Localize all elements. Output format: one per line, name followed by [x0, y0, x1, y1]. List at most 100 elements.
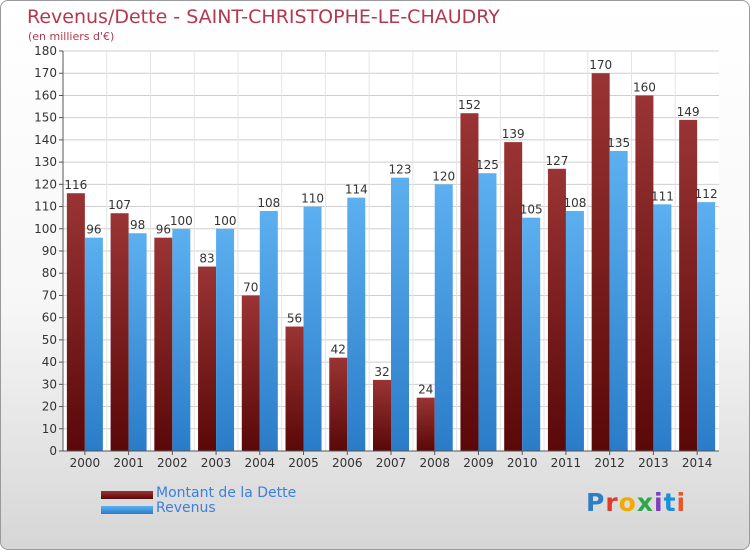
- bar-debt-2014: [679, 119, 698, 451]
- x-tick-label-2006: 2006: [332, 456, 363, 470]
- bar-debt-2009: [460, 113, 479, 451]
- x-tick-label-2013: 2013: [638, 456, 669, 470]
- data-label-revenus-2013: 111: [651, 189, 674, 203]
- bar-debt-2013: [635, 95, 654, 451]
- y-tick-label: 120: [34, 177, 57, 191]
- y-tick-label: 180: [34, 44, 57, 58]
- y-tick-label: 110: [34, 200, 57, 214]
- bar-debt-2001: [110, 213, 129, 451]
- bar-revenus-2002: [172, 228, 191, 451]
- bar-revenus-2014: [697, 202, 716, 451]
- bar-revenus-2001: [128, 233, 147, 451]
- y-tick-label: 130: [34, 155, 57, 169]
- data-label-debt-2000: 116: [64, 178, 87, 192]
- data-label-debt-2003: 83: [199, 252, 214, 266]
- data-label-debt-2012: 170: [589, 58, 612, 72]
- y-tick-label: 80: [42, 266, 57, 280]
- chart-title: Revenus/Dette - SAINT-CHRISTOPHE-LE-CHAU…: [27, 6, 500, 28]
- y-tick-label: 30: [42, 377, 57, 391]
- bar-debt-2005: [285, 326, 304, 451]
- x-tick-label-2012: 2012: [594, 456, 625, 470]
- data-label-debt-2009: 152: [458, 98, 481, 112]
- data-label-revenus-2012: 135: [607, 136, 630, 150]
- bar-revenus-2004: [259, 211, 278, 451]
- data-label-revenus-2003: 100: [214, 214, 237, 228]
- logo-letter: i: [676, 488, 687, 517]
- logo-letter: P: [586, 488, 606, 517]
- data-label-revenus-2007: 123: [389, 163, 412, 177]
- data-label-revenus-2000: 96: [86, 223, 101, 237]
- bar-debt-2003: [198, 266, 217, 451]
- bar-revenus-2010: [522, 217, 541, 451]
- x-tick-label-2001: 2001: [113, 456, 144, 470]
- proxiti-logo: Proxiti: [586, 488, 686, 517]
- logo-letter: i: [654, 488, 664, 517]
- data-label-debt-2006: 42: [331, 343, 346, 357]
- y-tick-label: 0: [49, 444, 57, 458]
- logo-letter: t: [663, 488, 677, 517]
- x-tick-label-2004: 2004: [245, 456, 276, 470]
- axis-layer: 0 10 20 30 40 50 60 70 80 90 100 110 120 130 140 150 160…: [34, 44, 719, 470]
- bar-debt-2000: [66, 193, 85, 451]
- x-tick-label-2009: 2009: [463, 456, 494, 470]
- data-label-debt-2005: 56: [287, 312, 302, 326]
- x-tick-label-2011: 2011: [551, 456, 582, 470]
- y-tick-label: 170: [34, 66, 57, 80]
- data-label-debt-2008: 24: [418, 383, 433, 397]
- data-label-debt-2002: 96: [156, 223, 171, 237]
- logo-letter: x: [636, 488, 654, 517]
- data-label-revenus-2002: 100: [170, 214, 193, 228]
- bar-debt-2002: [154, 237, 173, 451]
- bar-debt-2006: [329, 357, 348, 451]
- bar-debt-2004: [241, 295, 260, 451]
- data-label-debt-2001: 107: [108, 198, 131, 212]
- y-tick-label: 90: [42, 244, 57, 258]
- bar-revenus-2011: [565, 211, 584, 451]
- y-tick-label: 150: [34, 111, 57, 125]
- legend-swatch-revenus: [101, 506, 153, 514]
- x-tick-label-2010: 2010: [507, 456, 538, 470]
- x-tick-label-2007: 2007: [376, 456, 407, 470]
- logo-letter: o: [618, 488, 637, 517]
- data-label-revenus-2006: 114: [345, 183, 368, 197]
- data-label-revenus-2011: 108: [563, 196, 586, 210]
- y-tick-label: 70: [42, 288, 57, 302]
- legend-label-debt: Montant de la Dette: [156, 485, 297, 501]
- x-tick-label-2002: 2002: [157, 456, 188, 470]
- x-tick-label-2003: 2003: [201, 456, 232, 470]
- bar-revenus-2005: [303, 206, 322, 451]
- y-tick-label: 40: [42, 355, 57, 369]
- bar-debt-2010: [504, 142, 523, 451]
- y-tick-label: 10: [42, 422, 57, 436]
- data-label-debt-2010: 139: [502, 127, 525, 141]
- y-tick-label: 60: [42, 311, 57, 325]
- legend-swatch-debt: [101, 491, 153, 499]
- data-label-revenus-2001: 98: [130, 218, 145, 232]
- chart-subtitle: (en milliers d'€): [28, 30, 115, 43]
- bar-debt-2011: [547, 168, 566, 451]
- x-tick-label-2000: 2000: [70, 456, 101, 470]
- x-tick-label-2005: 2005: [288, 456, 319, 470]
- bar-debt-2008: [416, 397, 435, 451]
- data-label-debt-2007: 32: [374, 365, 389, 379]
- data-label-revenus-2005: 110: [301, 192, 324, 206]
- data-label-revenus-2010: 105: [520, 203, 543, 217]
- bars-layer: [66, 73, 716, 452]
- y-tick-label: 20: [42, 400, 57, 414]
- legend-label-revenus: Revenus: [156, 500, 216, 516]
- data-label-revenus-2008: 120: [432, 169, 455, 183]
- bar-debt-2007: [373, 379, 391, 451]
- bar-revenus-2003: [216, 228, 235, 451]
- y-tick-label: 50: [42, 333, 57, 347]
- bar-revenus-2013: [653, 204, 672, 451]
- y-tick-label: 140: [34, 133, 57, 147]
- bar-revenus-2007: [391, 177, 409, 451]
- bar-revenus-2008: [434, 184, 453, 452]
- bar-revenus-2009: [478, 173, 497, 451]
- logo-letter: r: [605, 488, 619, 517]
- data-label-debt-2013: 160: [633, 80, 656, 94]
- bar-debt-2012: [591, 73, 610, 451]
- bar-revenus-2000: [84, 237, 103, 451]
